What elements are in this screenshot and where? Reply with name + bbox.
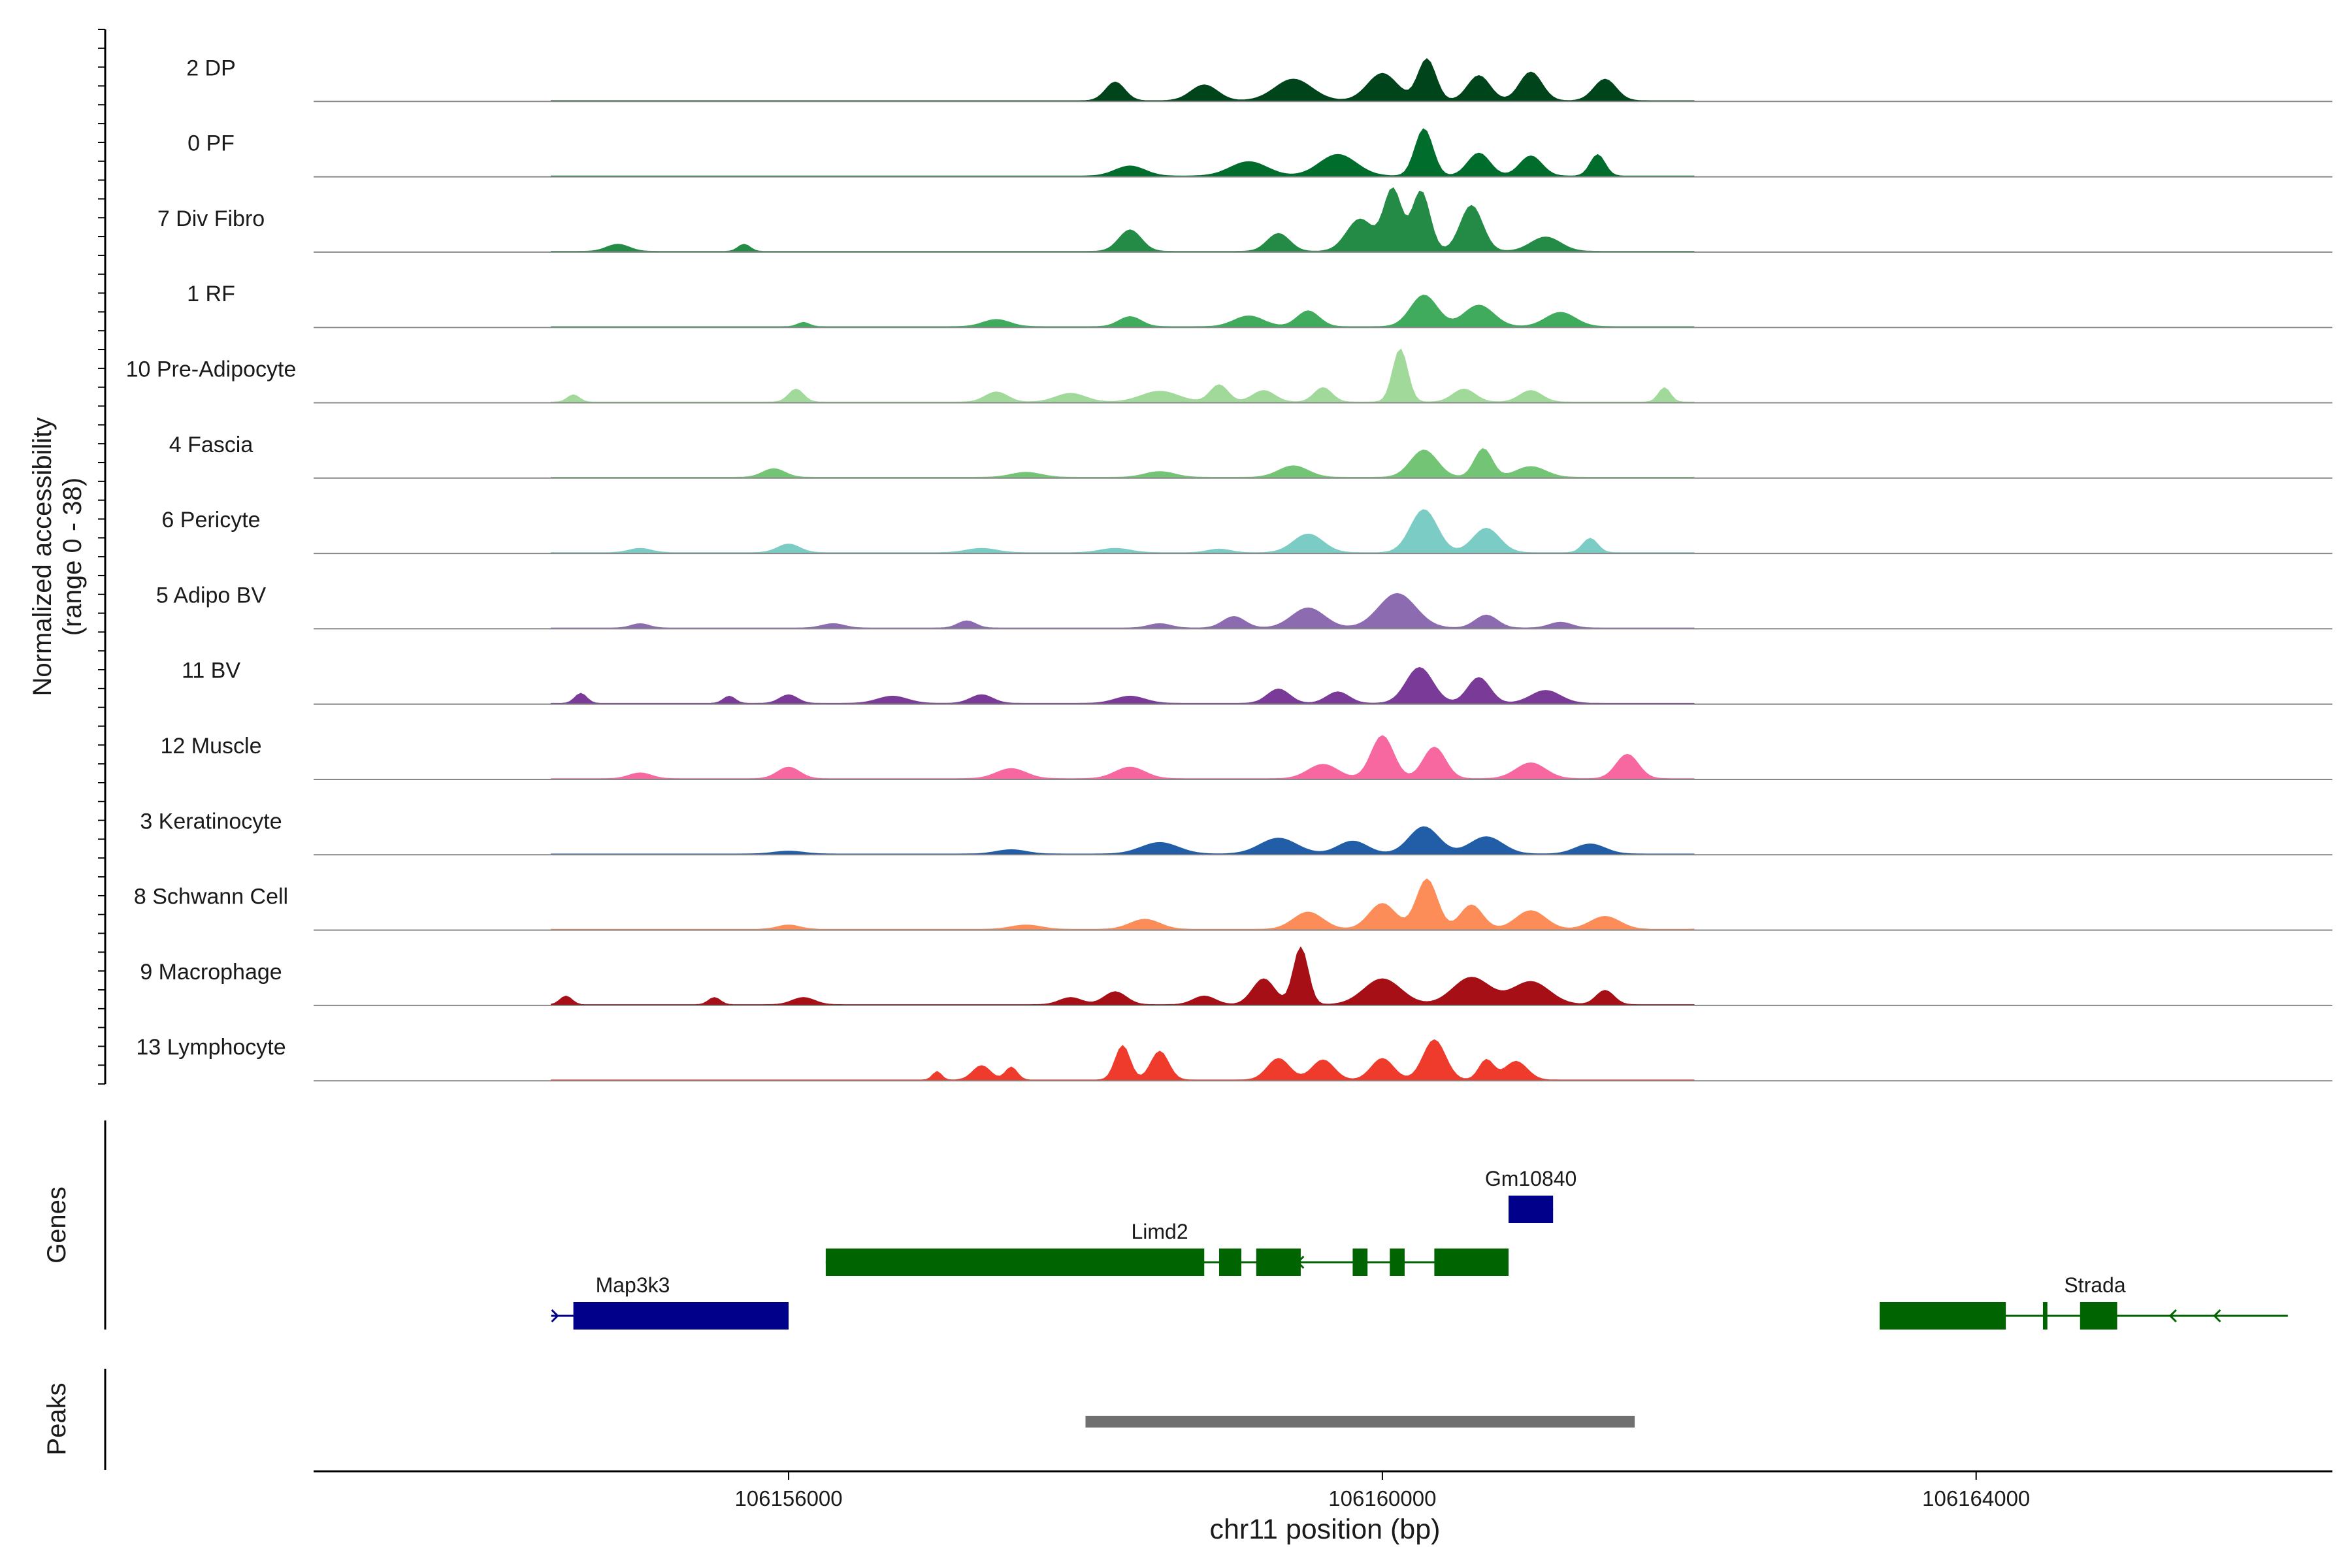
track-7: 5 Adipo BV xyxy=(156,583,2332,630)
gene-label: Strada xyxy=(2064,1273,2125,1297)
strand-arrow xyxy=(551,1309,559,1323)
x-tick-label: 106156000 xyxy=(734,1486,842,1511)
gene-exon xyxy=(825,1249,1205,1276)
coverage-area-1 xyxy=(551,128,1695,178)
peak-region-0 xyxy=(1085,1416,1635,1428)
coverage-area-3 xyxy=(551,294,1695,328)
track-12: 9 Macrophage xyxy=(140,946,2332,1006)
track-label-12: 9 Macrophage xyxy=(140,960,282,985)
track-9: 12 Muscle xyxy=(161,734,2332,780)
coverage-area-0 xyxy=(551,58,1695,102)
track-label-10: 3 Keratinocyte xyxy=(140,809,282,834)
track-label-5: 4 Fascia xyxy=(169,433,253,457)
track-2: 7 Div Fibro xyxy=(157,187,2332,253)
track-1: 0 PF xyxy=(188,128,2332,178)
gene-label: Map3k3 xyxy=(596,1273,670,1297)
gene-exon xyxy=(1218,1249,1242,1276)
track-label-3: 1 RF xyxy=(187,282,235,306)
coverage-area-8 xyxy=(551,666,1695,705)
coverage-area-7 xyxy=(551,593,1695,629)
y-axis-label: Normalized accessibility xyxy=(28,417,57,696)
gene-Gm10840: Gm10840 xyxy=(1485,1167,1577,1223)
coverage-area-12 xyxy=(551,946,1695,1006)
track-label-7: 5 Adipo BV xyxy=(156,583,267,608)
coverage-area-13 xyxy=(551,1039,1695,1081)
gene-exon xyxy=(1390,1249,1405,1276)
gene-label: Gm10840 xyxy=(1485,1167,1577,1190)
track-0: 2 DP xyxy=(186,56,2332,103)
track-label-9: 12 Muscle xyxy=(161,734,262,759)
track-label-2: 7 Div Fibro xyxy=(157,206,265,231)
gene-exon xyxy=(1434,1249,1509,1276)
track-11: 8 Schwann Cell xyxy=(134,878,2332,931)
strand-arrow xyxy=(1296,1255,1305,1269)
gene-exon xyxy=(2080,1302,2117,1330)
track-8: 11 BV xyxy=(182,659,2332,705)
track-5: 4 Fascia xyxy=(169,433,2332,479)
gene-exon xyxy=(2042,1302,2048,1330)
track-13: 13 Lymphocyte xyxy=(136,1035,2332,1082)
track-label-11: 8 Schwann Cell xyxy=(134,885,288,909)
coverage-area-2 xyxy=(551,187,1695,253)
gene-Map3k3: Map3k3 xyxy=(551,1273,789,1330)
peaks-panel xyxy=(1085,1416,1635,1428)
track-label-6: 6 Pericyte xyxy=(161,508,260,532)
x-axis-label: chr11 position (bp) xyxy=(1210,1514,1441,1545)
y-axis xyxy=(98,29,106,1085)
strand-arrow xyxy=(2168,1309,2177,1323)
gene-exon xyxy=(1352,1249,1368,1276)
y-axis-label-range: (range 0 - 38) xyxy=(58,478,87,636)
x-axis: 106156000 106160000 106164000 xyxy=(314,1470,2332,1511)
gene-label: Limd2 xyxy=(1131,1220,1188,1243)
coverage-area-4 xyxy=(551,348,1695,403)
track-label-13: 13 Lymphocyte xyxy=(136,1035,286,1060)
gene-exon xyxy=(1256,1249,1301,1276)
x-tick-label: 106160000 xyxy=(1328,1486,1436,1511)
strand-arrow xyxy=(2213,1309,2221,1323)
track-3: 1 RF xyxy=(187,282,2332,329)
gene-exon xyxy=(1509,1196,1554,1223)
coverage-area-5 xyxy=(551,448,1695,479)
track-label-0: 2 DP xyxy=(186,56,236,80)
track-10: 3 Keratinocyte xyxy=(140,809,2332,856)
coverage-tracks: 2 DP 0 PF 7 Div Fibro 1 RF 10 Pre-Adipocyte 4… xyxy=(126,56,2332,1082)
track-label-4: 10 Pre-Adipocyte xyxy=(126,357,297,382)
coverage-area-9 xyxy=(551,735,1695,780)
strand-arrow xyxy=(1389,1255,1398,1269)
genes-panel: Map3k3 Limd2 Gm10840 Strada xyxy=(551,1167,2288,1330)
track-label-1: 0 PF xyxy=(188,131,235,156)
x-tick-label: 106164000 xyxy=(1922,1486,2030,1511)
coverage-area-10 xyxy=(551,826,1695,855)
track-4: 10 Pre-Adipocyte xyxy=(126,348,2332,404)
genes-panel-label: Genes xyxy=(42,1186,71,1264)
gene-exon xyxy=(1880,1302,2006,1330)
gene-Strada: Strada xyxy=(1880,1273,2288,1330)
gene-exon xyxy=(573,1302,789,1330)
coverage-area-6 xyxy=(551,509,1695,554)
track-6: 6 Pericyte xyxy=(161,508,2332,555)
gene-Limd2: Limd2 xyxy=(825,1220,1509,1276)
peaks-panel-label: Peaks xyxy=(42,1382,71,1455)
coverage-area-11 xyxy=(551,878,1695,931)
track-label-8: 11 BV xyxy=(182,659,240,683)
